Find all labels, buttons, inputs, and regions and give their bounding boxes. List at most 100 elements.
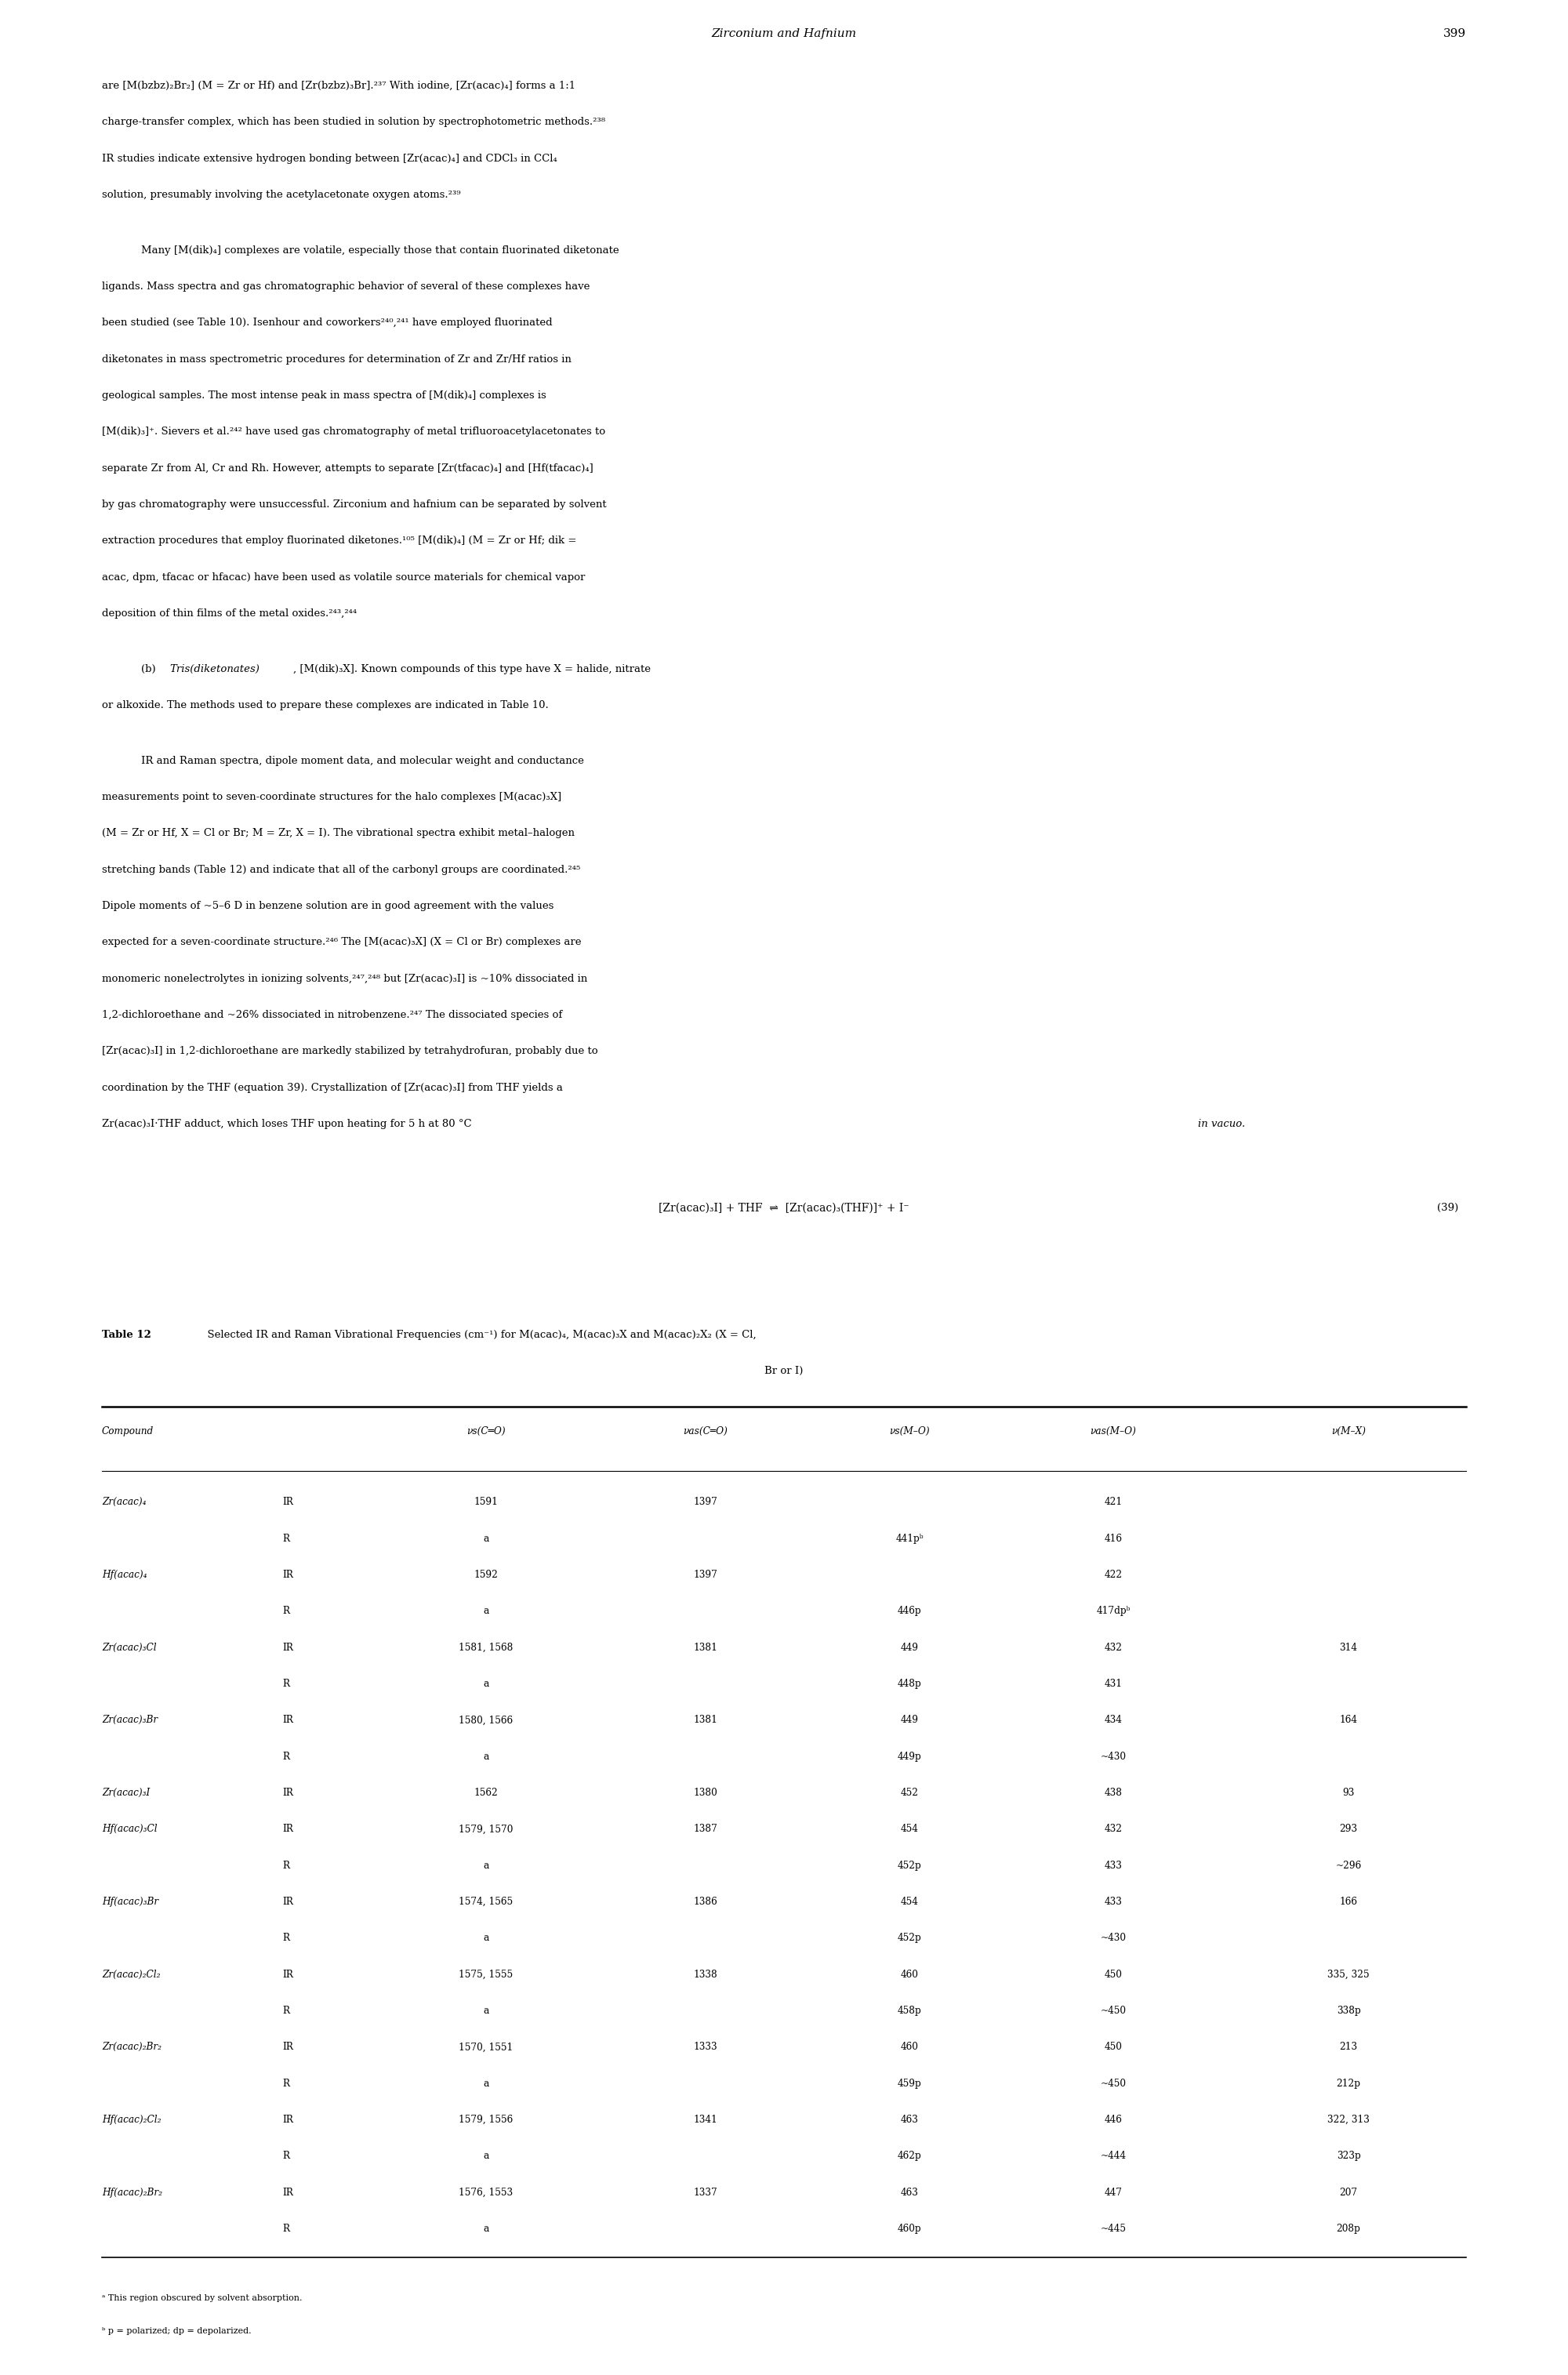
Text: are [M(bzbz)₂Br₂] (M = Zr or Hf) and [Zr(bzbz)₃Br].²³⁷ With iodine, [Zr(acac)₄] : are [M(bzbz)₂Br₂] (M = Zr or Hf) and [Zr… <box>102 81 575 90</box>
Text: a: a <box>483 2078 489 2088</box>
Text: ν(M–X): ν(M–X) <box>1331 1425 1366 1437</box>
Text: 399: 399 <box>1443 28 1466 40</box>
Text: IR: IR <box>282 2114 293 2126</box>
Text: monomeric nonelectrolytes in ionizing solvents,²⁴⁷,²⁴⁸ but [Zr(acac)₃I] is ~10% : monomeric nonelectrolytes in ionizing so… <box>102 974 588 983</box>
Text: 212p: 212p <box>1336 2078 1361 2088</box>
Text: νas(C═O): νas(C═O) <box>684 1425 728 1437</box>
Text: 1580, 1566: 1580, 1566 <box>459 1715 513 1724</box>
Text: [Zr(acac)₃I] in 1,2-dichloroethane are markedly stabilized by tetrahydrofuran, p: [Zr(acac)₃I] in 1,2-dichloroethane are m… <box>102 1045 597 1057</box>
Text: 1381: 1381 <box>693 1715 718 1724</box>
Text: Zr(acac)₂Cl₂: Zr(acac)₂Cl₂ <box>102 1969 160 1981</box>
Text: 454: 454 <box>900 1898 919 1907</box>
Text: ~430: ~430 <box>1101 1750 1126 1762</box>
Text: 454: 454 <box>900 1824 919 1834</box>
Text: ~444: ~444 <box>1101 2152 1126 2161</box>
Text: νs(M–O): νs(M–O) <box>889 1425 930 1437</box>
Text: Zirconium and Hafnium: Zirconium and Hafnium <box>712 28 856 40</box>
Text: 208p: 208p <box>1336 2223 1361 2235</box>
Text: solution, presumably involving the acetylacetonate oxygen atoms.²³⁹: solution, presumably involving the acety… <box>102 190 461 200</box>
Text: [M(dik)₃]⁺. Sievers et al.²⁴² have used gas chromatography of metal trifluoroace: [M(dik)₃]⁺. Sievers et al.²⁴² have used … <box>102 428 605 437</box>
Text: Table 12: Table 12 <box>102 1330 151 1340</box>
Text: 1581, 1568: 1581, 1568 <box>459 1643 513 1653</box>
Text: ~430: ~430 <box>1101 1933 1126 1943</box>
Text: 459p: 459p <box>897 2078 922 2088</box>
Text: R: R <box>282 1534 289 1544</box>
Text: IR: IR <box>282 1715 293 1724</box>
Text: R: R <box>282 1679 289 1689</box>
Text: Tris(diketonates): Tris(diketonates) <box>169 663 259 674</box>
Text: 314: 314 <box>1339 1643 1358 1653</box>
Text: separate Zr from Al, Cr and Rh. However, attempts to separate [Zr(tfacac)₄] and : separate Zr from Al, Cr and Rh. However,… <box>102 463 593 473</box>
Text: deposition of thin films of the metal oxides.²⁴³,²⁴⁴: deposition of thin films of the metal ox… <box>102 608 358 618</box>
Text: ᵇ p = polarized; dp = depolarized.: ᵇ p = polarized; dp = depolarized. <box>102 2328 251 2335</box>
Text: IR: IR <box>282 2042 293 2052</box>
Text: a: a <box>483 1860 489 1871</box>
Text: 441pᵇ: 441pᵇ <box>895 1534 924 1544</box>
Text: coordination by the THF (equation 39). Crystallization of [Zr(acac)₃I] from THF : coordination by the THF (equation 39). C… <box>102 1083 563 1092</box>
Text: Hf(acac)₄: Hf(acac)₄ <box>102 1570 147 1579</box>
Text: 463: 463 <box>900 2187 919 2197</box>
Text: a: a <box>483 1534 489 1544</box>
Text: 446p: 446p <box>897 1606 922 1617</box>
Text: 1576, 1553: 1576, 1553 <box>459 2187 513 2197</box>
Text: 450: 450 <box>1104 2042 1123 2052</box>
Text: Zr(acac)₃Cl: Zr(acac)₃Cl <box>102 1643 157 1653</box>
Text: 1,2-dichloroethane and ~26% dissociated in nitrobenzene.²⁴⁷ The dissociated spec: 1,2-dichloroethane and ~26% dissociated … <box>102 1009 563 1019</box>
Text: ~296: ~296 <box>1336 1860 1361 1871</box>
Text: 422: 422 <box>1104 1570 1123 1579</box>
Text: 164: 164 <box>1339 1715 1358 1724</box>
Text: 452: 452 <box>900 1788 919 1798</box>
Text: or alkoxide. The methods used to prepare these complexes are indicated in Table : or alkoxide. The methods used to prepare… <box>102 701 549 710</box>
Text: a: a <box>483 2223 489 2235</box>
Text: 452p: 452p <box>897 1933 922 1943</box>
Text: IR: IR <box>282 1969 293 1981</box>
Text: 434: 434 <box>1104 1715 1123 1724</box>
Text: Zr(acac)₃I·THF adduct, which loses THF upon heating for 5 h at 80 °C: Zr(acac)₃I·THF adduct, which loses THF u… <box>102 1119 475 1128</box>
Text: been studied (see Table 10). Isenhour and coworkers²⁴⁰,²⁴¹ have employed fluorin: been studied (see Table 10). Isenhour an… <box>102 318 552 328</box>
Text: 463: 463 <box>900 2114 919 2126</box>
Text: 449p: 449p <box>897 1750 922 1762</box>
Text: νas(M–O): νas(M–O) <box>1090 1425 1137 1437</box>
Text: IR: IR <box>282 1643 293 1653</box>
Text: 432: 432 <box>1104 1643 1123 1653</box>
Text: stretching bands (Table 12) and indicate that all of the carbonyl groups are coo: stretching bands (Table 12) and indicate… <box>102 864 580 874</box>
Text: 1333: 1333 <box>693 2042 718 2052</box>
Text: extraction procedures that employ fluorinated diketones.¹⁰⁵ [M(dik)₄] (M = Zr or: extraction procedures that employ fluori… <box>102 537 577 546</box>
Text: ~445: ~445 <box>1101 2223 1126 2235</box>
Text: 1579, 1570: 1579, 1570 <box>459 1824 513 1834</box>
Text: a: a <box>483 1750 489 1762</box>
Text: diketonates in mass spectrometric procedures for determination of Zr and Zr/Hf r: diketonates in mass spectrometric proced… <box>102 354 571 363</box>
Text: geological samples. The most intense peak in mass spectra of [M(dik)₄] complexes: geological samples. The most intense pea… <box>102 390 546 401</box>
Text: Zr(acac)₃Br: Zr(acac)₃Br <box>102 1715 158 1724</box>
Text: IR and Raman spectra, dipole moment data, and molecular weight and conductance: IR and Raman spectra, dipole moment data… <box>141 755 583 765</box>
Text: [Zr(acac)₃I] + THF  ⇌  [Zr(acac)₃(THF)]⁺ + I⁻: [Zr(acac)₃I] + THF ⇌ [Zr(acac)₃(THF)]⁺ +… <box>659 1202 909 1214</box>
Text: Dipole moments of ~5–6 D in benzene solution are in good agreement with the valu: Dipole moments of ~5–6 D in benzene solu… <box>102 900 554 912</box>
Text: IR: IR <box>282 2187 293 2197</box>
Text: 438: 438 <box>1104 1788 1123 1798</box>
Text: a: a <box>483 1933 489 1943</box>
Text: a: a <box>483 1679 489 1689</box>
Text: IR: IR <box>282 1824 293 1834</box>
Text: 431: 431 <box>1104 1679 1123 1689</box>
Text: R: R <box>282 1933 289 1943</box>
Text: Many [M(dik)₄] complexes are volatile, especially those that contain fluorinated: Many [M(dik)₄] complexes are volatile, e… <box>141 245 619 254</box>
Text: R: R <box>282 1860 289 1871</box>
Text: Compound: Compound <box>102 1425 154 1437</box>
Text: Hf(acac)₂Cl₂: Hf(acac)₂Cl₂ <box>102 2114 162 2126</box>
Text: 1397: 1397 <box>693 1496 718 1508</box>
Text: (M = Zr or Hf, X = Cl or Br; M = Zr, X = I). The vibrational spectra exhibit met: (M = Zr or Hf, X = Cl or Br; M = Zr, X =… <box>102 829 574 838</box>
Text: expected for a seven-coordinate structure.²⁴⁶ The [M(acac)₃X] (X = Cl or Br) com: expected for a seven-coordinate structur… <box>102 938 582 948</box>
Text: 433: 433 <box>1104 1898 1123 1907</box>
Text: 448p: 448p <box>897 1679 922 1689</box>
Text: 1579, 1556: 1579, 1556 <box>459 2114 513 2126</box>
Text: in vacuo.: in vacuo. <box>1198 1119 1245 1128</box>
Text: Hf(acac)₂Br₂: Hf(acac)₂Br₂ <box>102 2187 163 2197</box>
Text: by gas chromatography were unsuccessful. Zirconium and hafnium can be separated : by gas chromatography were unsuccessful.… <box>102 499 607 511</box>
Text: 1380: 1380 <box>693 1788 718 1798</box>
Text: 432: 432 <box>1104 1824 1123 1834</box>
Text: a: a <box>483 1606 489 1617</box>
Text: 1592: 1592 <box>474 1570 499 1579</box>
Text: ~450: ~450 <box>1101 2078 1126 2088</box>
Text: (39): (39) <box>1436 1202 1458 1214</box>
Text: Zr(acac)₂Br₂: Zr(acac)₂Br₂ <box>102 2042 162 2052</box>
